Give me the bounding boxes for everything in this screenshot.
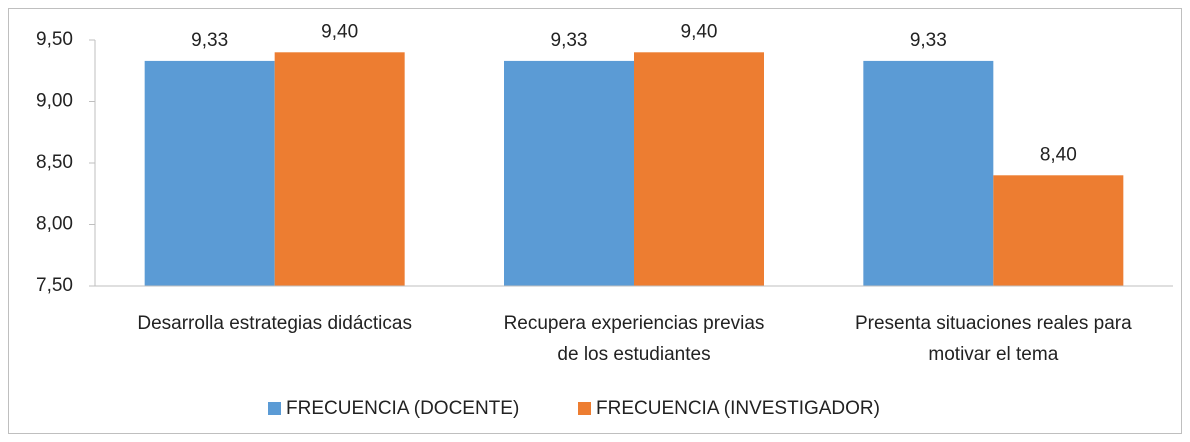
- y-tick-label: 9,00: [36, 91, 73, 112]
- legend-label: FRECUENCIA (DOCENTE): [286, 398, 519, 419]
- y-tick-label: 9,50: [36, 29, 73, 50]
- bar: [634, 52, 764, 286]
- bar: [863, 60, 994, 286]
- x-tick-label: Recupera experiencias previas: [504, 313, 765, 334]
- data-label: 8,40: [1040, 144, 1077, 165]
- x-tick-label: Presenta situaciones reales para: [855, 313, 1132, 334]
- y-tick-label: 7,50: [36, 275, 73, 296]
- data-label: 9,33: [191, 30, 228, 51]
- legend-label: FRECUENCIA (INVESTIGADOR): [596, 398, 880, 419]
- bar: [504, 60, 634, 286]
- data-label: 9,33: [910, 30, 947, 51]
- data-label: 9,40: [321, 21, 358, 42]
- x-tick-label: de los estudiantes: [557, 344, 710, 365]
- data-label: 9,40: [681, 21, 718, 42]
- bar: [144, 60, 275, 286]
- bar: [274, 52, 405, 286]
- legend-swatch: [268, 402, 281, 415]
- x-tick-label: motivar el tema: [928, 344, 1058, 365]
- data-label: 9,33: [551, 30, 588, 51]
- y-tick-label: 8,50: [36, 152, 73, 173]
- y-tick-label: 8,00: [36, 214, 73, 235]
- bar: [993, 175, 1124, 286]
- x-tick-label: Desarrolla estrategias didácticas: [137, 313, 412, 334]
- legend-swatch: [578, 402, 591, 415]
